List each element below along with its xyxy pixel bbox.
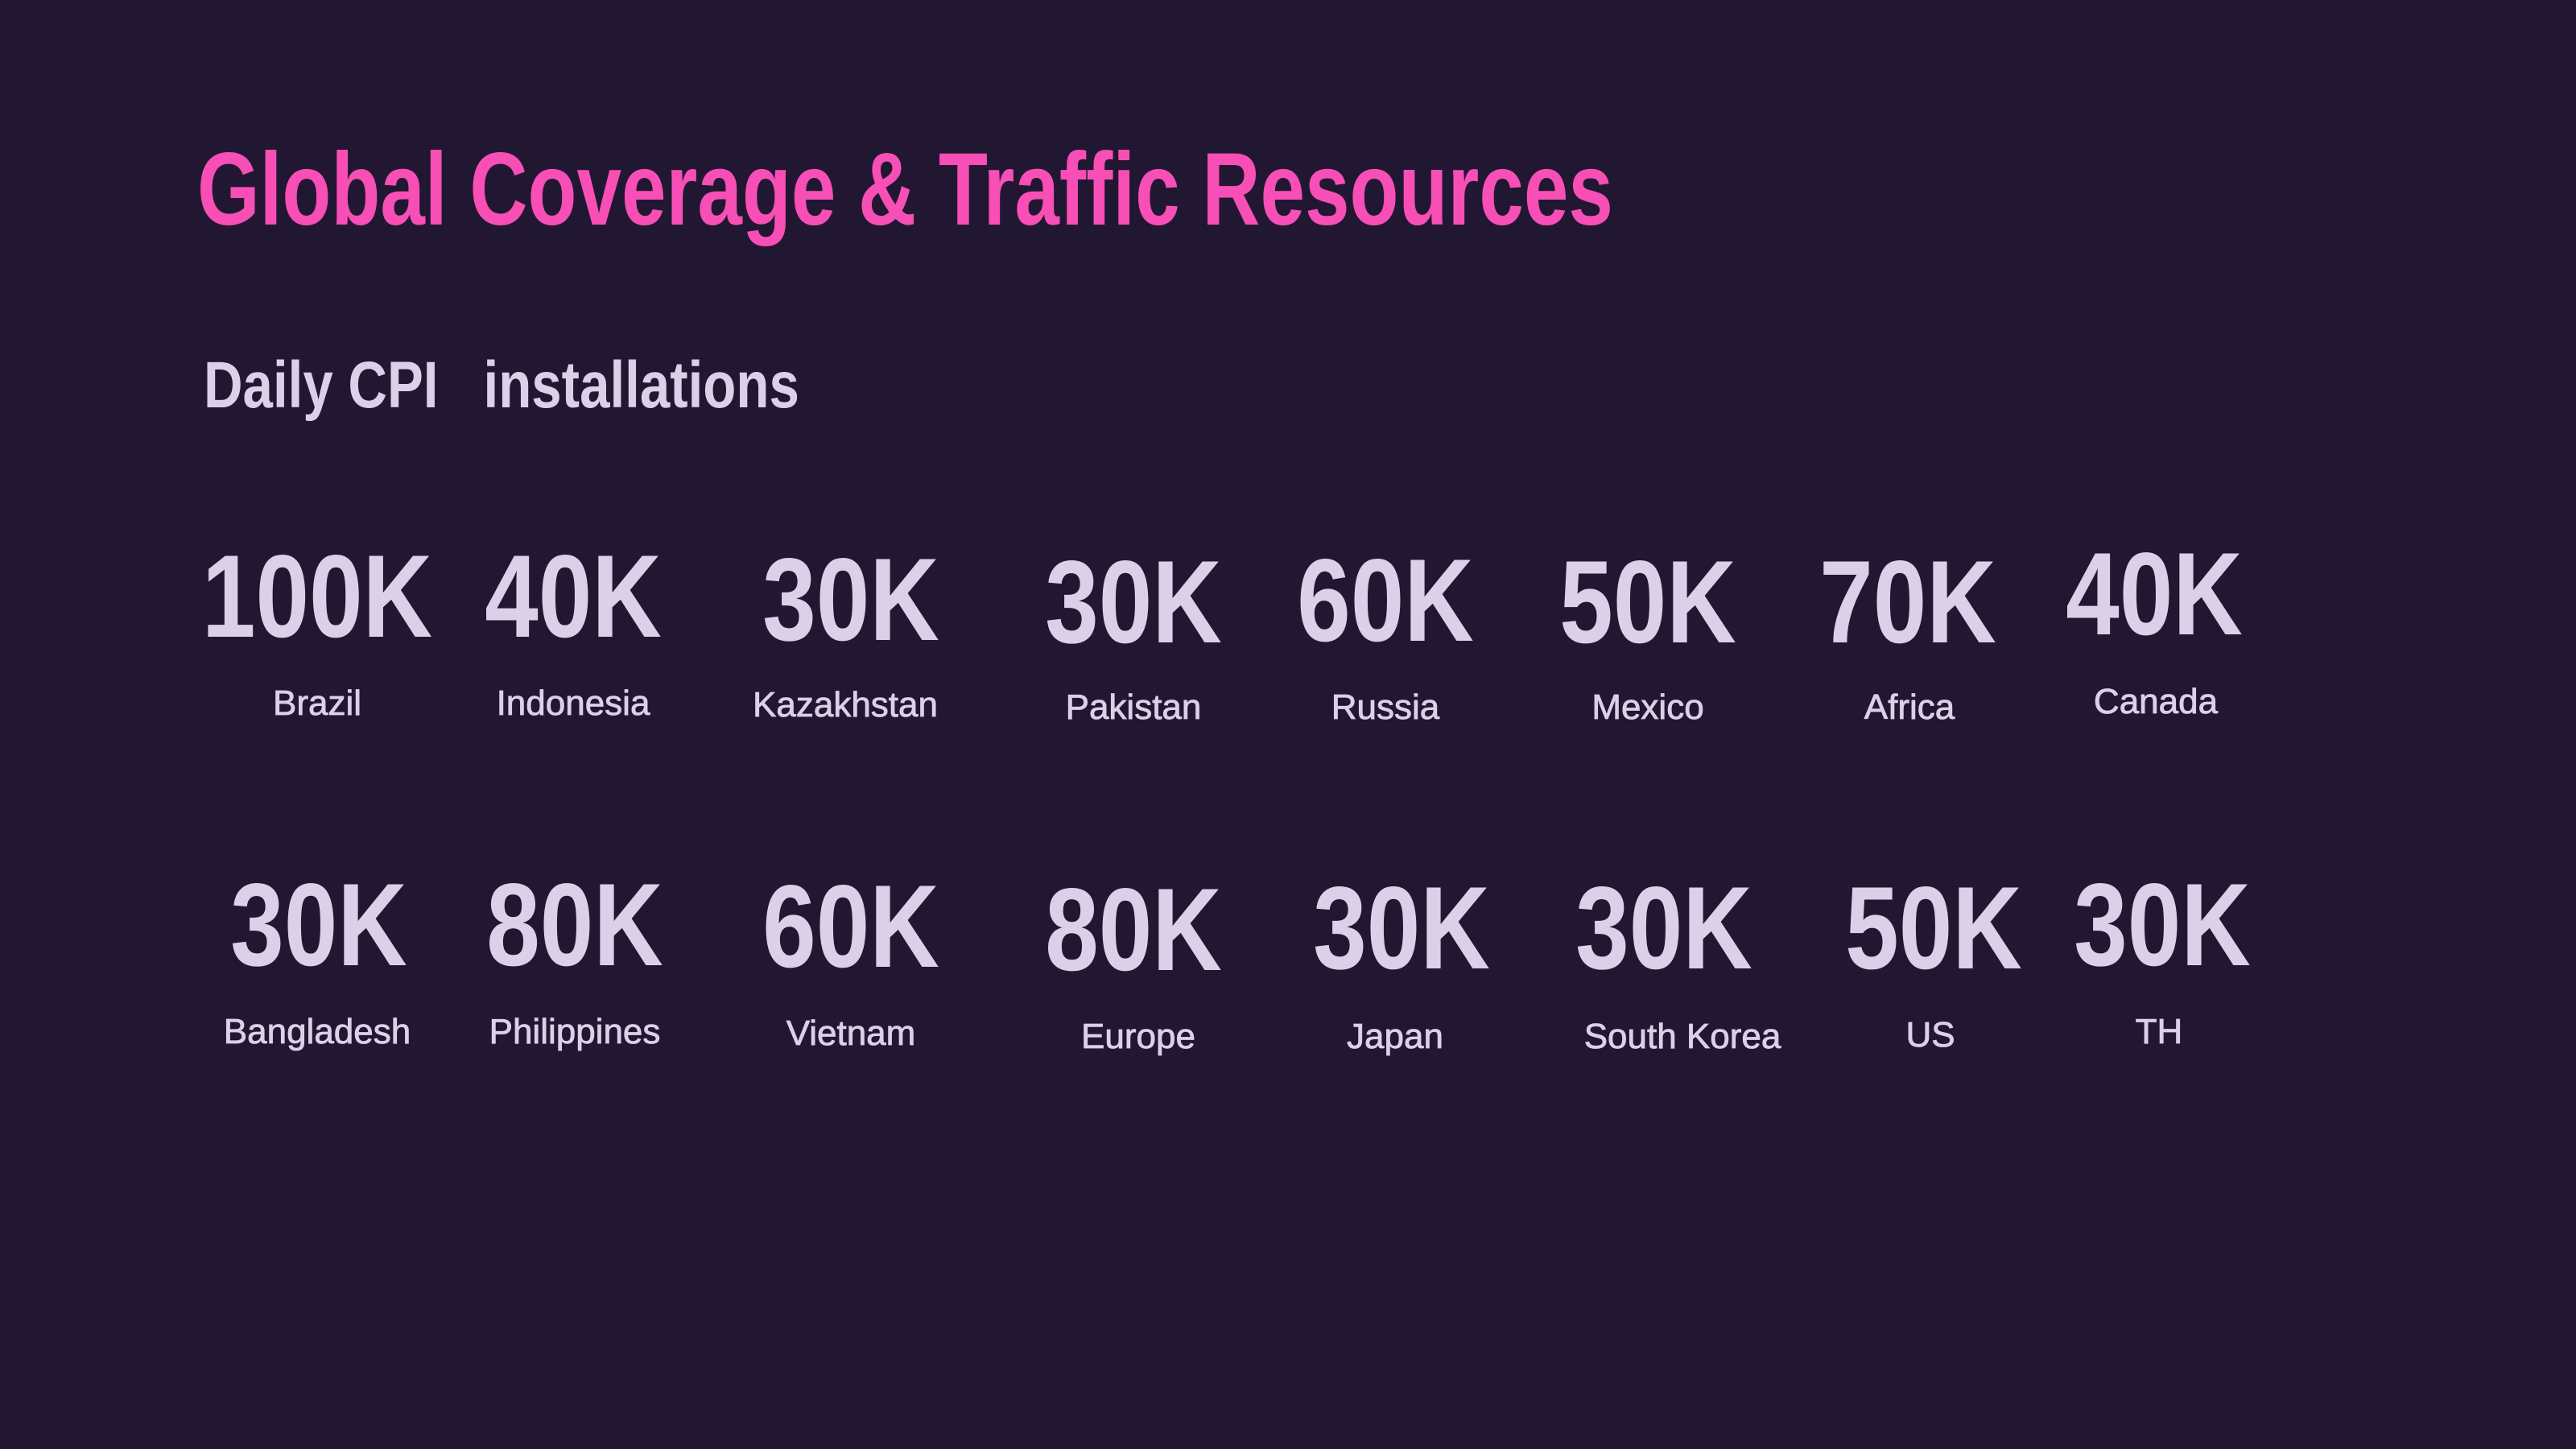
- stat-label-japan: Japan: [1347, 1017, 1444, 1056]
- stat-label-russia: Russia: [1331, 687, 1440, 727]
- stat-label-bangladesh: Bangladesh: [223, 1012, 411, 1051]
- stat-value-japan: 30K: [1313, 862, 1490, 993]
- stat-value-europe: 80K: [1045, 864, 1222, 995]
- stat-label-th: TH: [2135, 1012, 2183, 1051]
- stat-value-brazil: 100K: [201, 530, 433, 662]
- stat-label-brazil: Brazil: [272, 683, 362, 723]
- stat-label-mexico: Mexico: [1591, 687, 1704, 727]
- stat-label-philippines: Philippines: [489, 1012, 661, 1051]
- stat-value-indonesia: 40K: [485, 530, 662, 662]
- stat-value-south-korea: 30K: [1575, 862, 1752, 993]
- stat-label-pakistan: Pakistan: [1065, 687, 1202, 727]
- stat-value-th: 30K: [2074, 859, 2251, 990]
- stat-label-europe: Europe: [1081, 1017, 1196, 1056]
- stat-value-kazakhstan: 30K: [762, 534, 939, 665]
- stat-value-bangladesh: 30K: [230, 859, 407, 990]
- stat-label-south-korea: South Korea: [1583, 1017, 1781, 1056]
- stat-label-vietnam: Vietnam: [786, 1013, 916, 1053]
- stat-value-pakistan: 30K: [1045, 536, 1222, 667]
- stat-value-canada: 40K: [2066, 528, 2243, 659]
- stat-value-mexico: 50K: [1559, 536, 1736, 667]
- page-title: Global Coverage & Traffic Resources: [197, 132, 1613, 247]
- stat-label-us: US: [1905, 1015, 1955, 1055]
- stat-label-kazakhstan: Kazakhstan: [753, 685, 939, 724]
- section-subtitle: Daily CPI installations: [204, 349, 799, 422]
- stat-value-russia: 60K: [1297, 535, 1474, 666]
- stat-label-indonesia: Indonesia: [496, 683, 650, 723]
- stat-value-us: 50K: [1845, 862, 2022, 993]
- stat-value-africa: 70K: [1819, 536, 1996, 667]
- stat-label-africa: Africa: [1864, 687, 1955, 727]
- stat-label-canada: Canada: [2093, 682, 2219, 721]
- stat-value-vietnam: 60K: [762, 861, 939, 992]
- stat-value-philippines: 80K: [486, 859, 663, 990]
